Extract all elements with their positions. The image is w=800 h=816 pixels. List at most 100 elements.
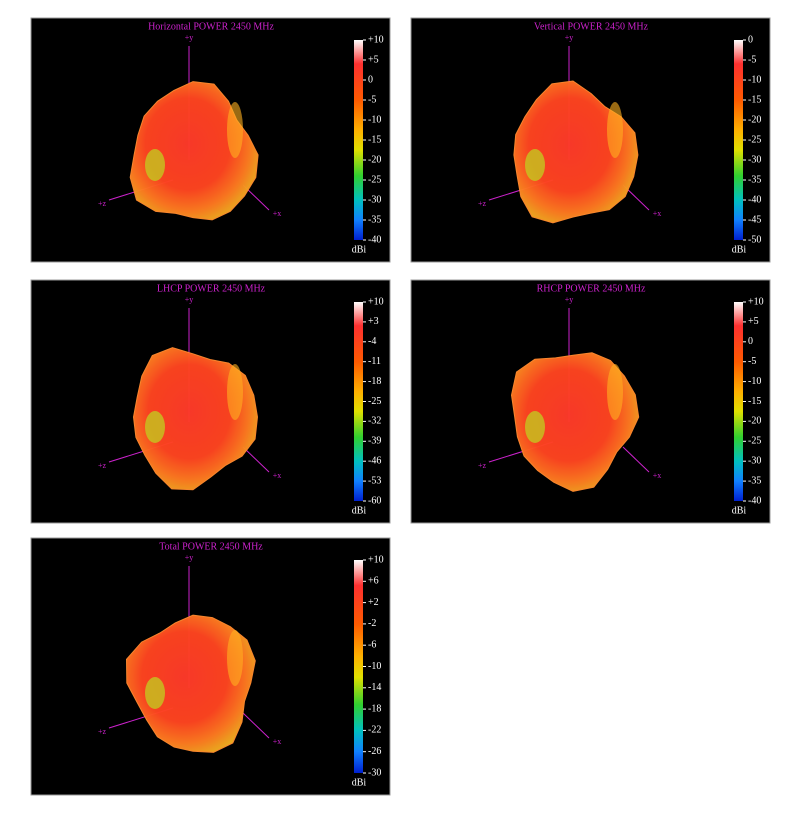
radiation-pattern [132, 347, 259, 491]
colorbar-tick-label: -32 [368, 416, 381, 427]
pattern-highlight [145, 149, 165, 181]
colorbar-tick-label: -25 [748, 134, 761, 145]
colorbar [734, 302, 743, 501]
colorbar-unit: dBi [352, 505, 367, 516]
colorbar-tick-label: -14 [368, 682, 381, 693]
colorbar-tick-label: -25 [368, 174, 381, 185]
pattern-highlight [607, 364, 623, 420]
colorbar-tick-label: -18 [368, 376, 381, 387]
colorbar [354, 302, 363, 501]
pattern-highlight [145, 677, 165, 709]
colorbar-tick-label: -35 [748, 475, 761, 486]
colorbar-tick-label: -30 [368, 767, 381, 778]
axis-label: +x [653, 471, 662, 480]
panel: Total POWER 2450 MHz+y +z +x +10 +6 +2 -2 -6 -10… [30, 537, 391, 796]
colorbar-tick-label: -30 [748, 154, 761, 165]
panel: LHCP POWER 2450 MHz+y +z +x +10 +3 -4 -11 -18 -2… [30, 279, 391, 524]
colorbar-tick-label: -15 [748, 396, 761, 407]
colorbar-tick-label: -25 [748, 436, 761, 447]
pattern-highlight [227, 102, 243, 158]
colorbar-tick-label: -18 [368, 703, 381, 714]
colorbar-unit: dBi [732, 244, 747, 255]
colorbar-tick-label: -2 [368, 618, 376, 629]
colorbar-tick-label: -53 [368, 475, 381, 486]
panel: Horizontal POWER 2450 MHz+y +z +x +10 +5 0 -5 -… [30, 17, 391, 263]
axis-label: +y [565, 33, 574, 42]
axis-label: +y [185, 295, 194, 304]
axis-label: +y [185, 33, 194, 42]
colorbar-tick-label: -35 [368, 214, 381, 225]
colorbar-tick-label: +10 [368, 296, 384, 307]
colorbar-tick-label: +10 [368, 34, 384, 45]
pattern-highlight [227, 630, 243, 686]
colorbar-tick-label: -39 [368, 436, 381, 447]
panel-title: RHCP POWER 2450 MHz [537, 283, 646, 294]
axis-label: +z [98, 727, 107, 736]
colorbar-tick-label: +10 [368, 554, 384, 565]
axis-label: +x [273, 471, 282, 480]
colorbar-tick-label: -6 [368, 639, 376, 650]
colorbar-tick-label: -5 [368, 94, 376, 105]
panel: Vertical POWER 2450 MHz+y +z +x 0 -5 -10 -15 -2… [410, 17, 771, 263]
axis-label: +z [478, 461, 487, 470]
axis-label: +x [273, 737, 282, 746]
panel-title: Horizontal POWER 2450 MHz [148, 21, 274, 32]
colorbar-tick-label: -20 [368, 154, 381, 165]
colorbar-tick-label: -45 [748, 214, 761, 225]
pattern-highlight [525, 411, 545, 443]
radiation-pattern [125, 614, 256, 753]
axis-label: +z [98, 199, 107, 208]
colorbar-tick-label: -46 [368, 455, 381, 466]
colorbar-tick-label: 0 [748, 34, 753, 45]
colorbar-unit: dBi [352, 777, 367, 788]
colorbar-tick-label: -11 [368, 356, 381, 367]
radiation-pattern [513, 80, 639, 224]
colorbar-tick-label: -10 [368, 661, 381, 672]
colorbar-tick-label: 0 [368, 74, 373, 85]
colorbar-tick-label: +10 [748, 296, 764, 307]
colorbar-tick-label: -40 [748, 495, 761, 506]
colorbar-tick-label: -25 [368, 396, 381, 407]
colorbar-tick-label: +5 [748, 316, 759, 327]
axis-label: +z [478, 199, 487, 208]
colorbar-tick-label: -4 [368, 336, 376, 347]
axis-line [242, 712, 270, 739]
radiation-pattern [129, 81, 259, 221]
colorbar [354, 40, 363, 240]
colorbar-tick-label: -40 [748, 194, 761, 205]
colorbar-tick-label: -10 [748, 376, 761, 387]
panel-title: Vertical POWER 2450 MHz [534, 21, 649, 32]
colorbar-tick-label: -35 [748, 174, 761, 185]
axis-line [622, 446, 650, 473]
panel: RHCP POWER 2450 MHz+y +z +x +10 +5 0 -5 -10 -15 -… [410, 279, 771, 524]
pattern-highlight [525, 149, 545, 181]
colorbar-tick-label: -5 [748, 54, 756, 65]
axis-label: +z [98, 461, 107, 470]
colorbar-tick-label: -22 [368, 725, 381, 736]
pattern-highlight [145, 411, 165, 443]
panel-title: Total POWER 2450 MHz [159, 541, 263, 552]
colorbar-unit: dBi [352, 244, 367, 255]
colorbar-tick-label: -15 [748, 94, 761, 105]
colorbar-tick-label: -30 [368, 194, 381, 205]
axis-label: +x [653, 209, 662, 218]
colorbar [354, 560, 363, 773]
pattern-highlight [607, 102, 623, 158]
colorbar-tick-label: -50 [748, 234, 761, 245]
axis-label: +y [565, 295, 574, 304]
colorbar-tick-label: -40 [368, 234, 381, 245]
axis-line [242, 446, 270, 473]
axis-label: +x [273, 209, 282, 218]
colorbar-tick-label: -26 [368, 746, 381, 757]
colorbar [734, 40, 743, 240]
colorbar-tick-label: -60 [368, 495, 381, 506]
colorbar-tick-label: -20 [748, 416, 761, 427]
colorbar-tick-label: +2 [368, 597, 379, 608]
pattern-highlight [227, 364, 243, 420]
colorbar-tick-label: -5 [748, 356, 756, 367]
colorbar-tick-label: +6 [368, 576, 379, 587]
axis-label: +y [185, 553, 194, 562]
colorbar-tick-label: +3 [368, 316, 379, 327]
colorbar-tick-label: 0 [748, 336, 753, 347]
